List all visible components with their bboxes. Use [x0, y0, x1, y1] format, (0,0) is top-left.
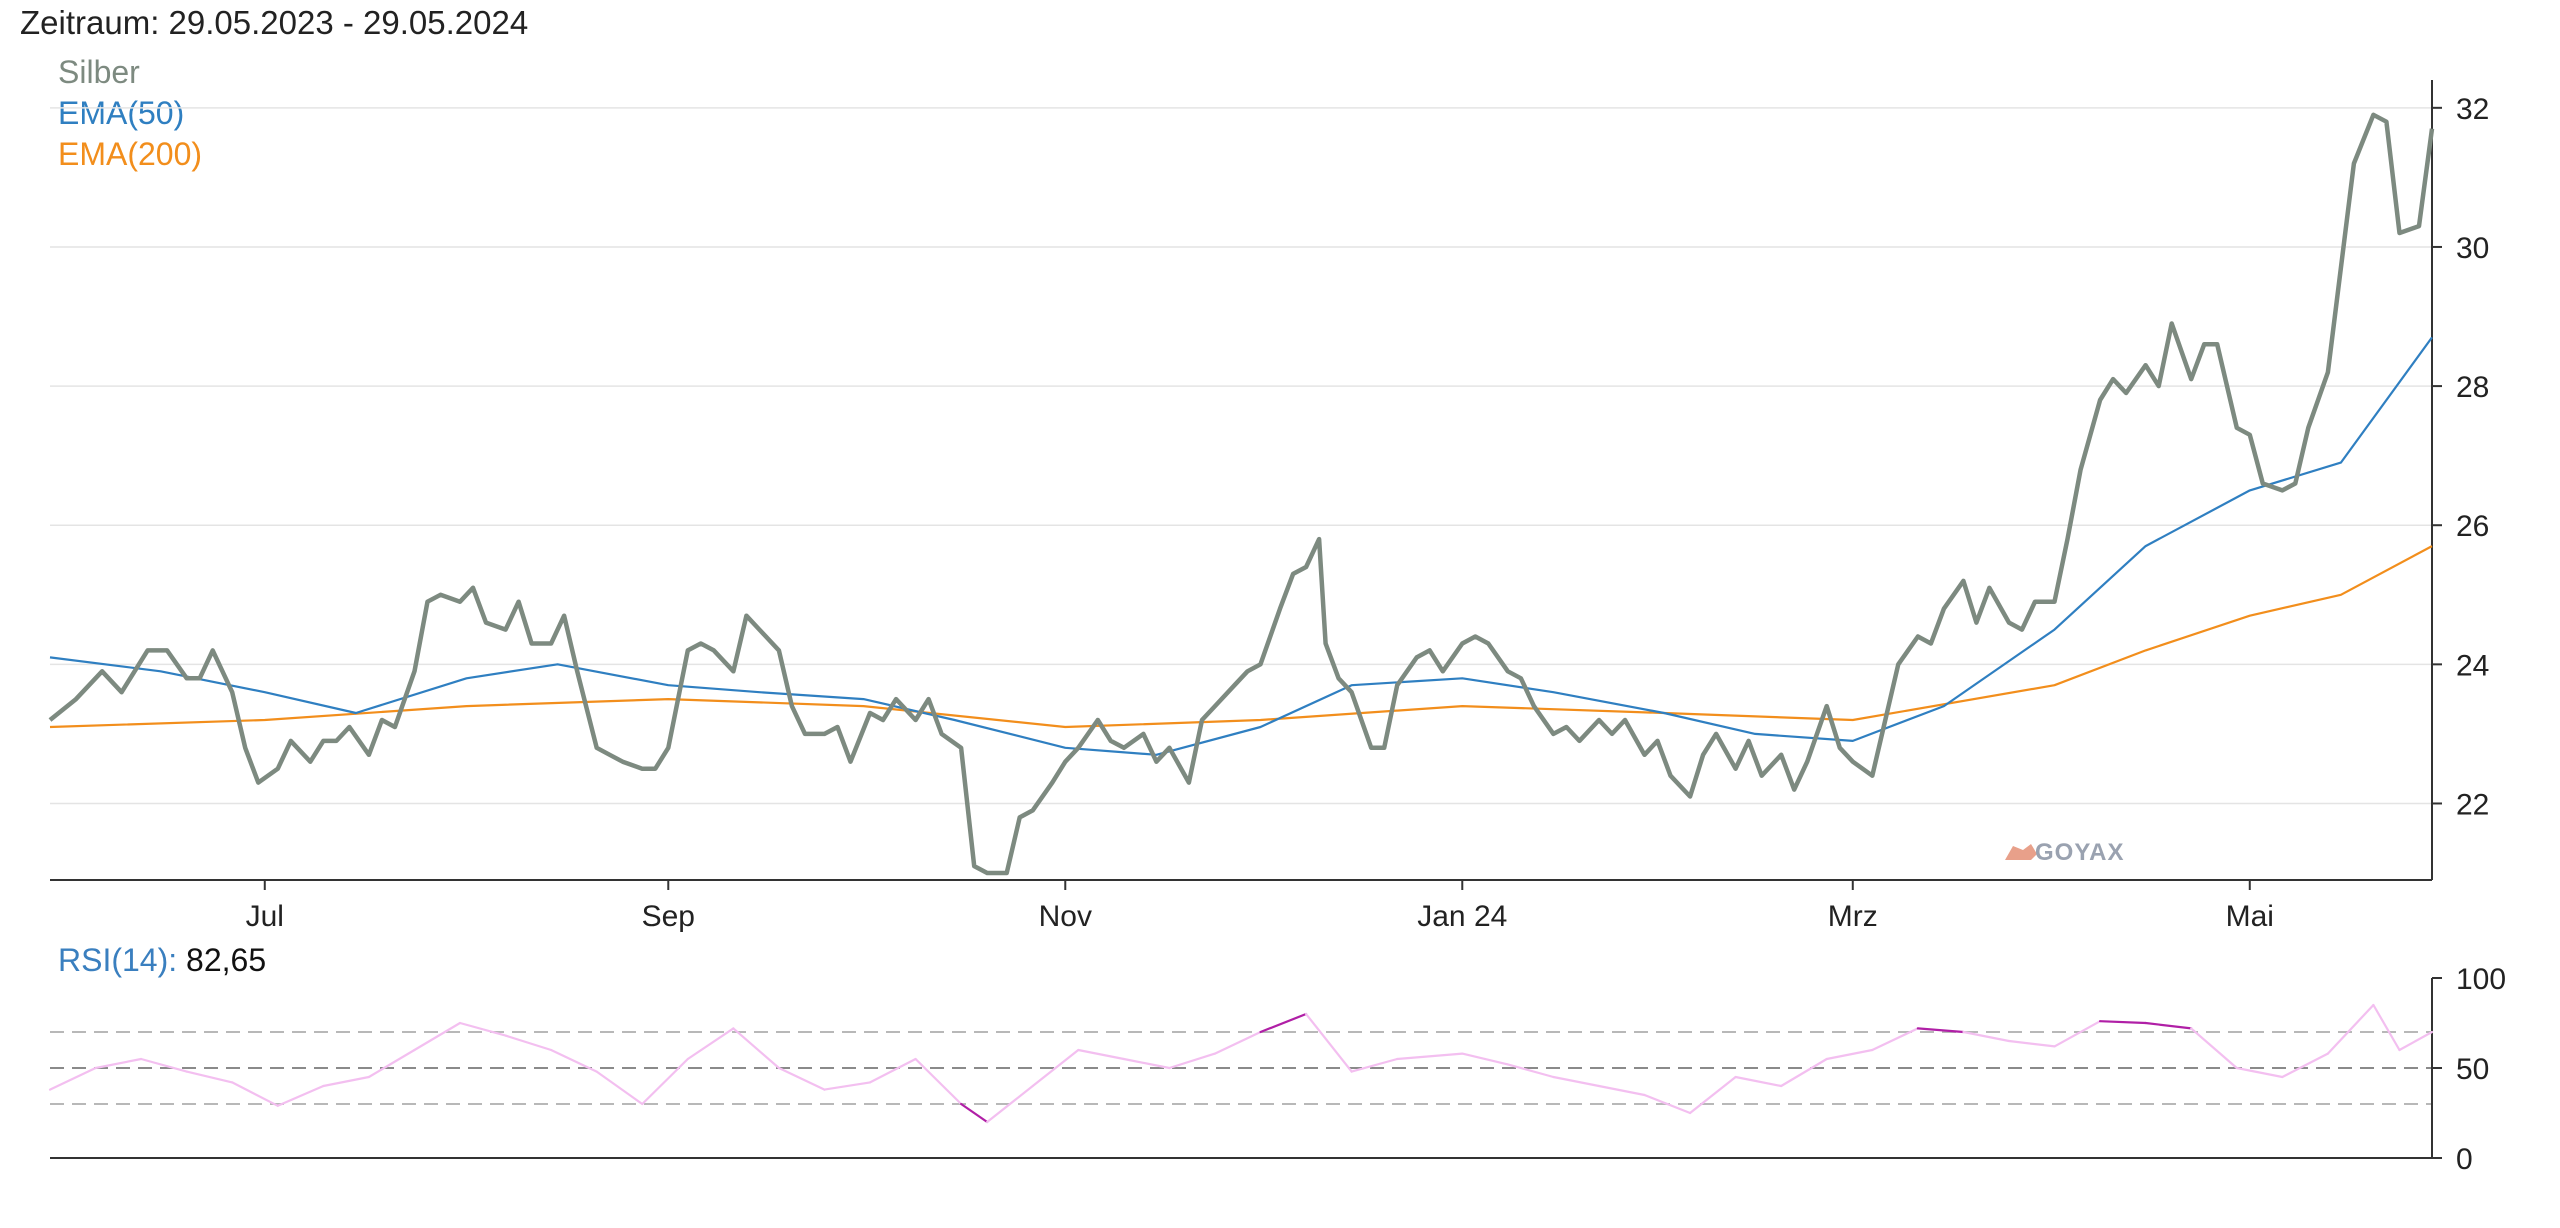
rsi-segment — [1825, 1048, 1874, 1061]
rsi-segment — [1304, 1012, 1353, 1073]
rsi-segment — [1031, 1048, 1080, 1088]
series-ema50 — [49, 336, 2433, 756]
rsi-segment — [2281, 1052, 2329, 1079]
rsi-segment — [322, 1075, 371, 1088]
rsi-segment — [2053, 1020, 2102, 1048]
legend-item-ema200: EMA(200) — [58, 136, 203, 172]
y-tick-label: 32 — [2456, 93, 2489, 126]
rsi-value: 82,65 — [186, 942, 267, 978]
rsi-segment — [1734, 1075, 1783, 1088]
rsi-segment — [2326, 1003, 2375, 1055]
y-tick-label: 26 — [2456, 510, 2489, 543]
rsi-segment — [986, 1084, 1034, 1124]
rsi-label: RSI(14): 82,65 — [58, 942, 266, 979]
rsi-segment — [1259, 1012, 1308, 1034]
y-tick-label: 30 — [2456, 232, 2489, 265]
page-title: Zeitraum: 29.05.2023 - 29.05.2024 — [20, 4, 529, 41]
rsi-segment — [1396, 1052, 1464, 1061]
series-silber — [48, 112, 2435, 876]
rsi-segment — [595, 1070, 644, 1106]
rsi-segment — [2372, 1003, 2401, 1052]
rsi-segment — [1871, 1027, 1919, 1052]
rsi-segment — [1506, 1063, 1555, 1079]
rsi-segment — [1962, 1030, 2011, 1043]
rsi-segment — [914, 1057, 963, 1106]
rsi-segment — [94, 1057, 143, 1070]
rsi-segment — [2190, 1027, 2238, 1070]
rsi-segment — [458, 1021, 507, 1037]
rsi-segment — [1213, 1030, 1262, 1055]
y-tick-label: 28 — [2456, 371, 2489, 404]
rsi-segment — [732, 1027, 781, 1070]
rsi-segment — [1077, 1048, 1125, 1061]
rsi-segment — [777, 1066, 826, 1091]
x-tick-label: Jan 24 — [1417, 900, 1507, 933]
rsi-segment — [185, 1070, 234, 1084]
rsi-segment — [641, 1057, 689, 1106]
rsi-segment — [1688, 1075, 1737, 1115]
rsi-segment — [367, 1048, 416, 1079]
rsi-segment — [1552, 1075, 1601, 1088]
x-tick-label: Jul — [246, 900, 284, 933]
rsi-segment — [231, 1081, 279, 1107]
rsi-name: RSI(14): — [58, 942, 178, 978]
rsi-tick-label: 0 — [2456, 1143, 2473, 1176]
rsi-segment — [1350, 1057, 1399, 1073]
rsi-segment — [2398, 1030, 2434, 1052]
rsi-segment — [686, 1027, 735, 1061]
watermark: GOYAX — [2035, 839, 2124, 866]
legend-item-silber: Silber — [58, 54, 140, 90]
y-tick-label: 24 — [2456, 649, 2489, 682]
rsi-tick-label: 50 — [2456, 1053, 2489, 1086]
rsi-segment — [1597, 1084, 1646, 1097]
rsi-segment — [2144, 1021, 2193, 1030]
x-tick-label: Mai — [2226, 900, 2274, 933]
series-ema200 — [49, 545, 2433, 729]
rsi-segment — [550, 1048, 598, 1073]
rsi-segment — [2098, 1020, 2147, 1025]
rsi-segment — [1461, 1052, 1509, 1066]
rsi-segment — [1168, 1052, 1217, 1070]
rsi-segment — [140, 1057, 188, 1073]
rsi-segment — [2007, 1039, 2056, 1048]
rsi-segment — [868, 1057, 917, 1084]
rsi-segment — [48, 1066, 97, 1091]
legend-item-ema50: EMA(50) — [58, 95, 185, 131]
x-tick-label: Sep — [642, 900, 695, 933]
y-tick-label: 22 — [2456, 788, 2489, 821]
x-tick-label: Mrz — [1828, 900, 1878, 933]
goyax-bull-icon — [2005, 844, 2037, 860]
x-tick-label: Nov — [1039, 900, 1092, 933]
rsi-segment — [1780, 1057, 1828, 1088]
rsi-segment — [1916, 1027, 1965, 1034]
rsi-segment — [413, 1021, 462, 1052]
rsi-segment — [1122, 1057, 1171, 1070]
rsi-segment — [276, 1084, 325, 1107]
rsi-segment — [1643, 1093, 1692, 1115]
rsi-segment — [960, 1102, 989, 1124]
rsi-tick-label: 100 — [2456, 963, 2506, 996]
rsi-segment — [823, 1081, 872, 1091]
rsi-segment — [2235, 1066, 2284, 1079]
rsi-segment — [504, 1034, 553, 1052]
